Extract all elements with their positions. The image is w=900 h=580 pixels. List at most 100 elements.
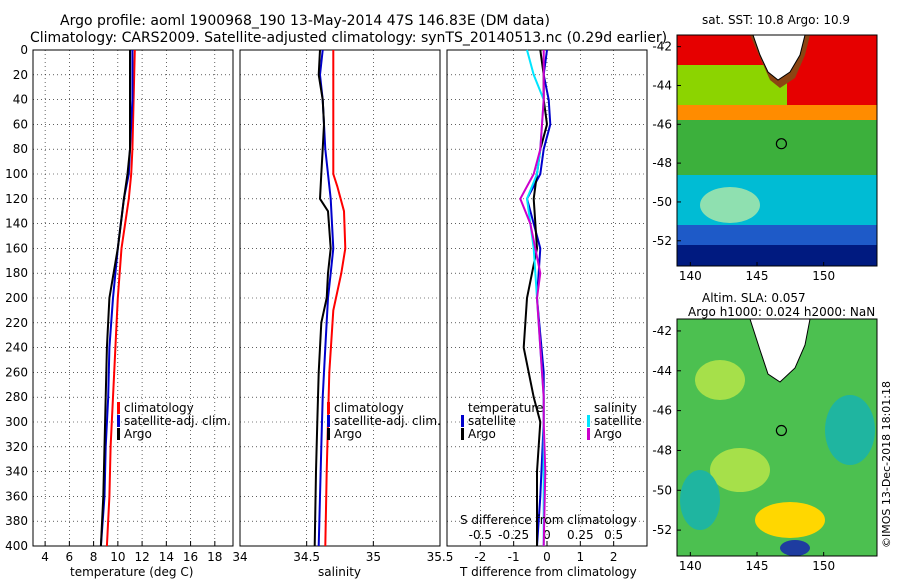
lat-tick-label: -44 bbox=[652, 364, 672, 378]
xtick-label: -2 bbox=[474, 550, 486, 564]
legend-s-satellite-label: satellite bbox=[594, 414, 642, 428]
sst-map: -42 -44 -46 -48 -50 -52 140 145 150 bbox=[652, 34, 878, 283]
salinity-grid bbox=[239, 50, 441, 546]
lon-tick-label: 145 bbox=[746, 269, 769, 283]
tasmania-land bbox=[749, 319, 811, 383]
lat-tick-label: -48 bbox=[652, 156, 672, 170]
sst-lon-ticks: 140 145 150 bbox=[679, 262, 835, 283]
xtick-label: 18 bbox=[207, 550, 222, 564]
sla-blob bbox=[825, 395, 875, 465]
temperature-panel: 4 6 8 10 12 14 16 18 0 20 40 60 80 100 120 140 160 180 20… bbox=[5, 43, 234, 579]
difference-series bbox=[519, 49, 552, 547]
salinity-legend: climatology satellite-adj. clim. Argo bbox=[327, 401, 441, 441]
depth-tick-label: 60 bbox=[13, 117, 28, 131]
legend-salinity-title: salinity bbox=[594, 401, 637, 415]
xtick-label: 10 bbox=[110, 550, 125, 564]
legend-argo-swatch bbox=[117, 428, 120, 440]
s-tick-label: 0 bbox=[543, 528, 551, 542]
xtick-label: -1 bbox=[508, 550, 520, 564]
depth-tick-label: 400 bbox=[5, 539, 28, 553]
sla-map: -42 -44 -46 -48 -50 -52 140 145 150 bbox=[652, 318, 878, 573]
xtick-label: 0 bbox=[543, 550, 551, 564]
depth-tick-label: 300 bbox=[5, 415, 28, 429]
depth-tick-label: 0 bbox=[20, 43, 28, 57]
depth-tick-label: 180 bbox=[5, 266, 28, 280]
lon-tick-label: 145 bbox=[746, 559, 769, 573]
xtick-label: 34.5 bbox=[293, 550, 320, 564]
tasmania-land bbox=[752, 35, 806, 81]
xtick-label: 4 bbox=[41, 550, 49, 564]
lon-tick-label: 140 bbox=[679, 269, 702, 283]
lat-tick-label: -50 bbox=[652, 195, 672, 209]
depth-tick-label: 80 bbox=[13, 142, 28, 156]
depth-tick-label: 20 bbox=[13, 68, 28, 82]
temperature-xlabel: temperature (deg C) bbox=[70, 565, 193, 579]
sst-lat-ticks: -42 -44 -46 -48 -50 -52 bbox=[652, 40, 681, 248]
sla-lon-ticks: 140 145 150 bbox=[679, 552, 835, 573]
legend-s-argo-label: Argo bbox=[594, 427, 622, 441]
s-difference-xlabel: S difference from climatology bbox=[460, 513, 637, 527]
legend-t-argo-swatch bbox=[461, 428, 464, 440]
difference-grid bbox=[447, 50, 647, 546]
legend-argo-label: Argo bbox=[124, 427, 152, 441]
depth-tick-label: 280 bbox=[5, 390, 28, 404]
xtick-label: 6 bbox=[66, 550, 74, 564]
sst-map-title: sat. SST: 10.8 Argo: 10.9 bbox=[702, 13, 850, 27]
sla-blob bbox=[680, 470, 720, 530]
sla-lat-ticks: -42 -44 -46 -48 -50 -52 bbox=[652, 324, 681, 537]
xtick-label: 8 bbox=[90, 550, 98, 564]
sst-map-frame bbox=[676, 34, 878, 267]
difference-panel: -2 -1 0 1 2 -0.5 -0.25 0 0.25 0.5 T difference f… bbox=[446, 49, 648, 579]
lat-tick-label: -42 bbox=[652, 324, 672, 338]
title-line2: Climatology: CARS2009. Satellite-adjuste… bbox=[30, 30, 667, 46]
depth-tick-label: 40 bbox=[13, 93, 28, 107]
depth-tick-label: 100 bbox=[5, 167, 28, 181]
sst-band-green bbox=[677, 120, 877, 175]
depth-tick-label: 240 bbox=[5, 341, 28, 355]
s-tick-label: -0.5 bbox=[469, 528, 492, 542]
legend-climatology-label: climatology bbox=[124, 401, 194, 415]
depth-yticks: 0 20 40 60 80 100 120 140 160 180 200 220 240 260 280 3… bbox=[5, 43, 28, 553]
sla-map-title2: Argo h1000: 0.024 h2000: NaN bbox=[688, 305, 875, 319]
legend-climatology-swatch bbox=[327, 402, 330, 414]
sla-blob bbox=[710, 448, 770, 492]
xtick-label: 2 bbox=[610, 550, 618, 564]
lat-tick-label: -52 bbox=[652, 234, 672, 248]
legend-satellite-label: satellite-adj. clim. bbox=[124, 414, 231, 428]
xtick-label: 16 bbox=[183, 550, 198, 564]
sla-map-frame bbox=[676, 318, 878, 557]
lat-tick-label: -52 bbox=[652, 523, 672, 537]
legend-satellite-swatch bbox=[117, 415, 120, 427]
series-line-argo bbox=[99, 50, 131, 547]
salinity-panel: 34 34.5 35 35.5 salinity climatology satell… bbox=[232, 49, 453, 579]
depth-tick-label: 320 bbox=[5, 440, 28, 454]
depth-tick-label: 380 bbox=[5, 514, 28, 528]
legend-argo-swatch bbox=[327, 428, 330, 440]
s-tick-label: 0.5 bbox=[604, 528, 623, 542]
sla-blob bbox=[695, 360, 745, 400]
s-tick-label: -0.25 bbox=[498, 528, 529, 542]
difference-legend: temperature satellite Argo salinity sate… bbox=[461, 401, 642, 441]
s-tick-label: 0.25 bbox=[567, 528, 594, 542]
series-line-climatology bbox=[105, 49, 136, 547]
depth-tick-label: 220 bbox=[5, 316, 28, 330]
sla-blob bbox=[780, 540, 810, 556]
lat-tick-label: -42 bbox=[652, 40, 672, 54]
series-line-s-argo bbox=[519, 50, 547, 547]
legend-temperature-title: temperature bbox=[468, 401, 543, 415]
sst-band-navy bbox=[677, 245, 877, 266]
legend-s-satellite-swatch bbox=[587, 415, 590, 427]
xtick-label: 34 bbox=[232, 550, 247, 564]
legend-satellite-swatch bbox=[327, 415, 330, 427]
lat-tick-label: -46 bbox=[652, 404, 672, 418]
title-line1: Argo profile: aoml 1900968_190 13-May-20… bbox=[60, 13, 550, 29]
temperature-series bbox=[99, 49, 136, 547]
xtick-label: 35 bbox=[366, 550, 381, 564]
legend-s-argo-swatch bbox=[587, 428, 590, 440]
lat-tick-label: -44 bbox=[652, 78, 672, 92]
difference-xticks: -2 -1 0 1 2 bbox=[474, 541, 617, 564]
footer-stamp: ©IMOS 13-Dec-2018 18:01:18 bbox=[880, 381, 893, 548]
legend-t-satellite-label: satellite bbox=[468, 414, 516, 428]
xtick-label: 14 bbox=[159, 550, 174, 564]
salinity-xlabel: salinity bbox=[318, 565, 361, 579]
